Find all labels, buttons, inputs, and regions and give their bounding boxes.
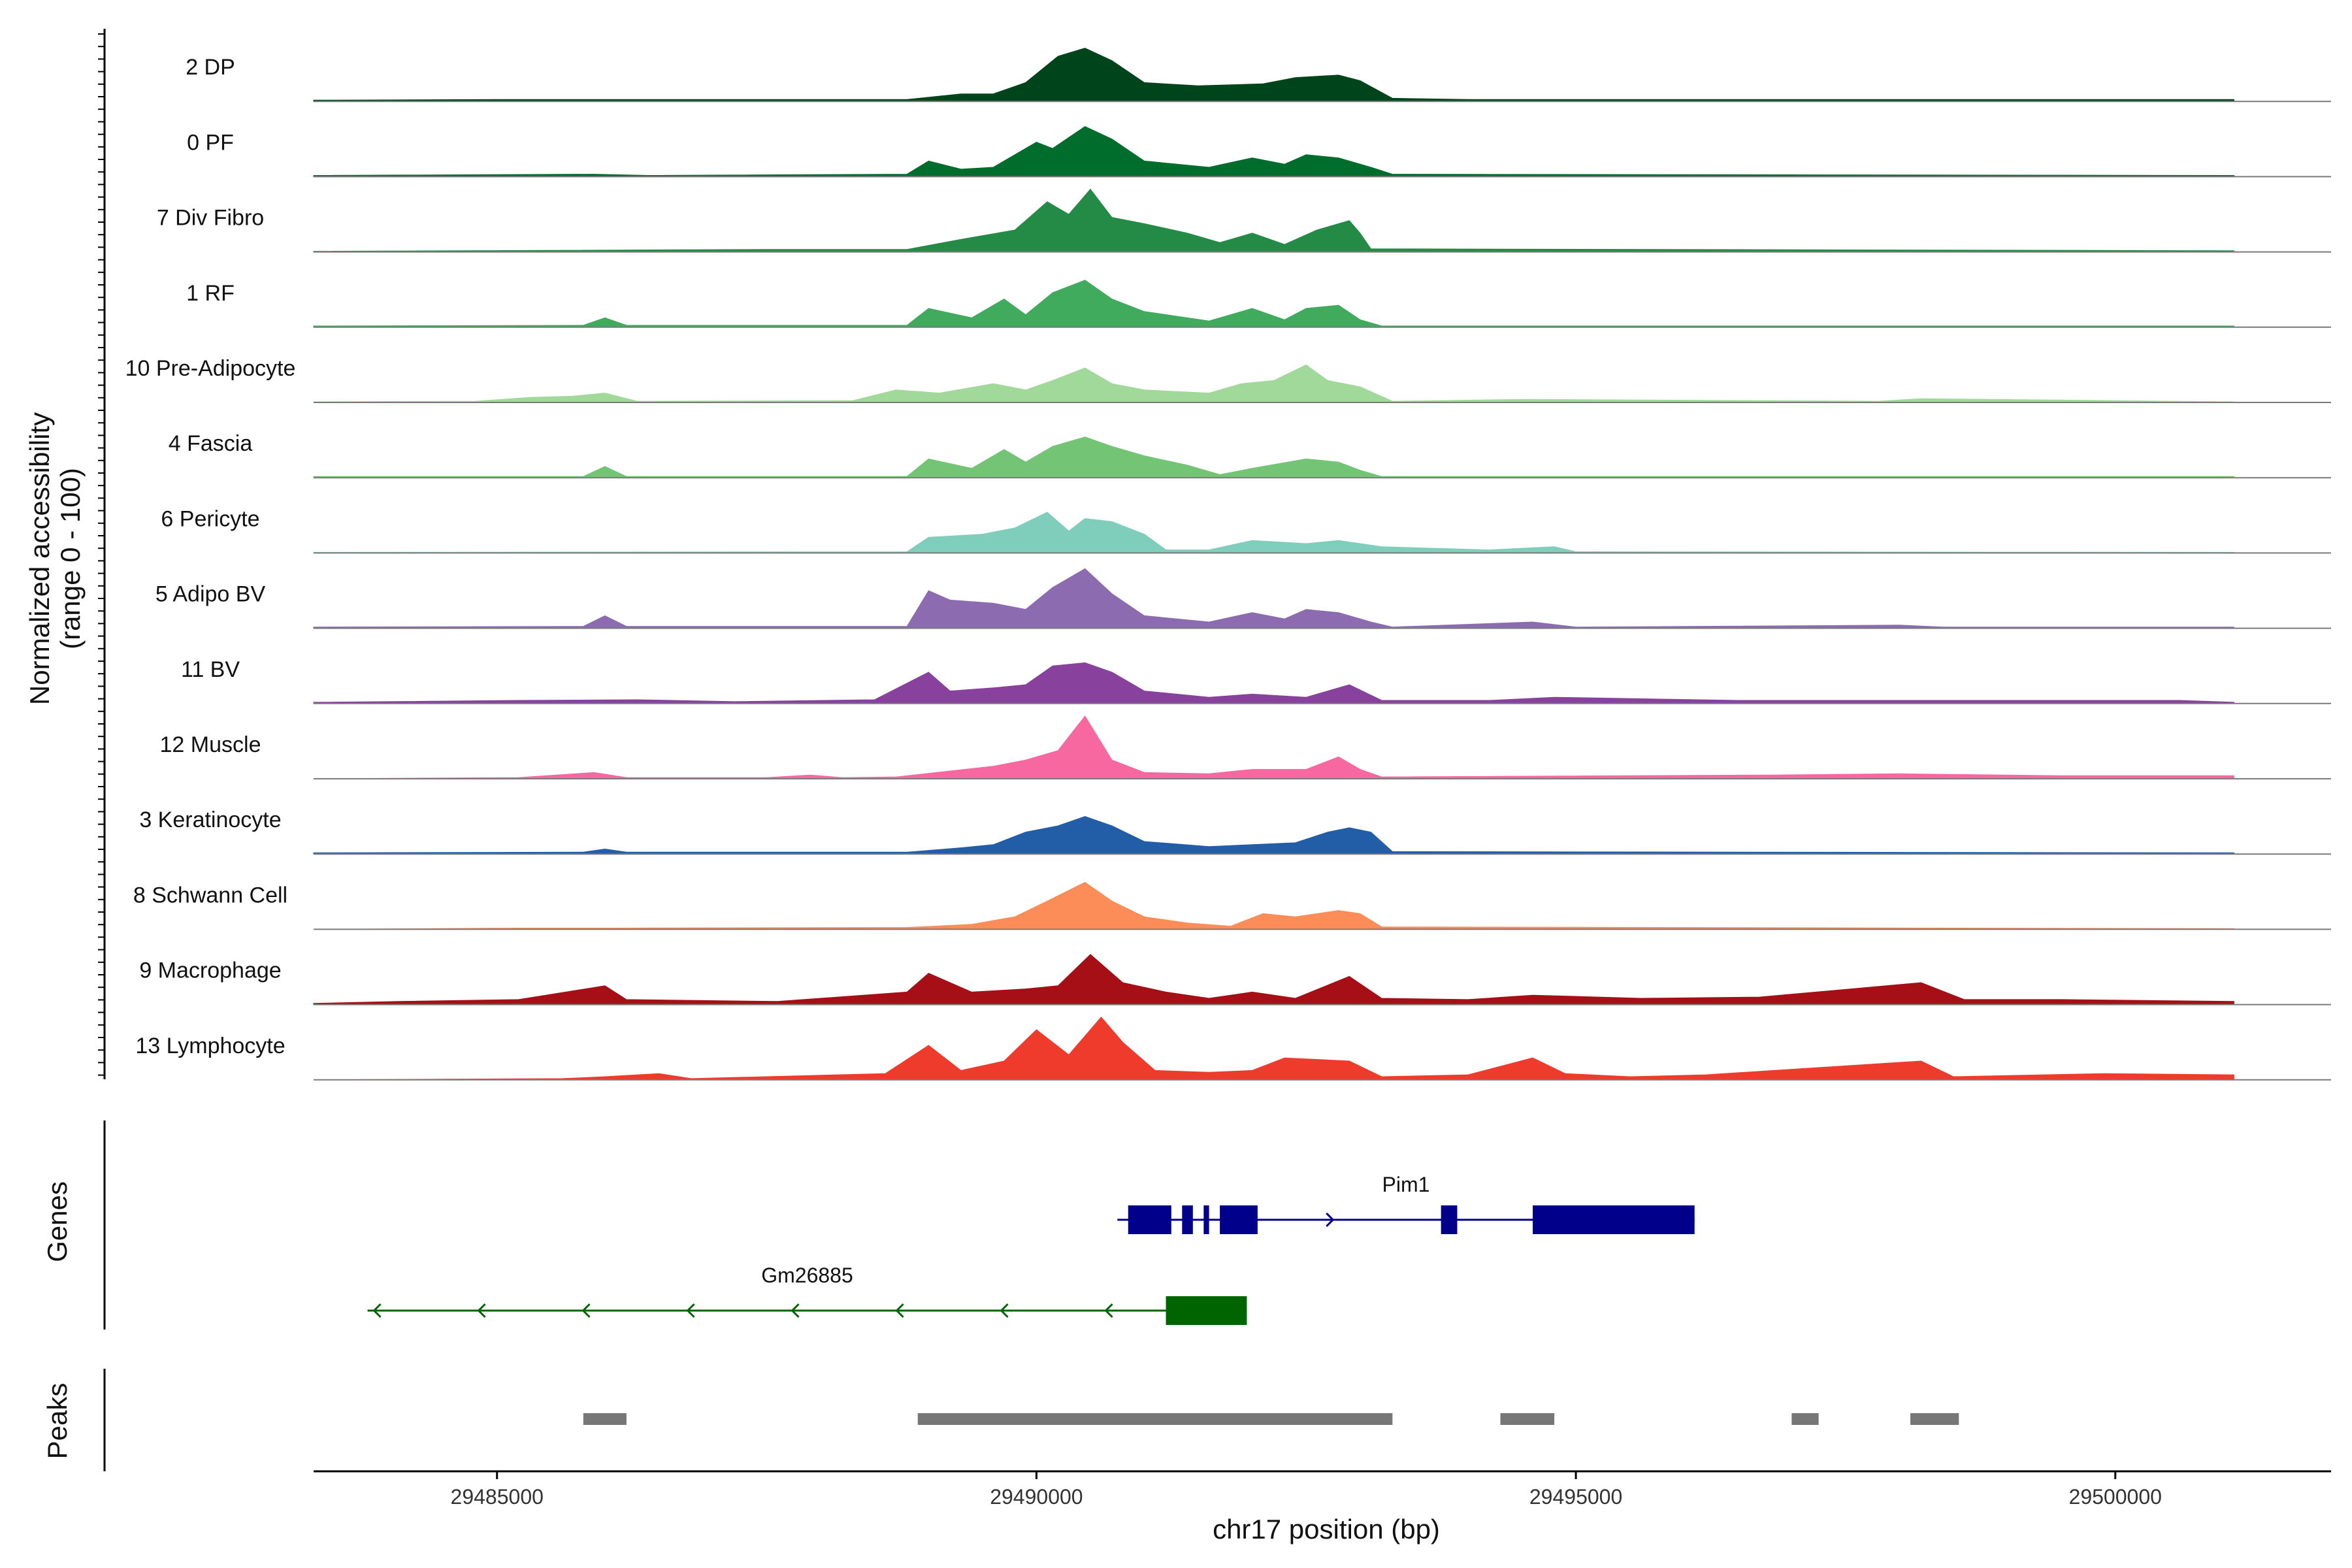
track-1: 0 PF bbox=[187, 126, 2331, 178]
exon bbox=[1128, 1205, 1171, 1234]
y-axis-ruler bbox=[98, 29, 106, 1079]
track-label: 8 Schwann Cell bbox=[133, 883, 287, 907]
coverage-area bbox=[313, 568, 2234, 629]
gene-Pim1: Pim1 bbox=[1117, 1173, 1695, 1234]
strand-arrow bbox=[791, 1303, 800, 1318]
x-tick-label: 29500000 bbox=[2069, 1485, 2162, 1509]
coverage-area bbox=[313, 881, 2234, 930]
strand-arrow bbox=[686, 1303, 695, 1318]
coverage-area bbox=[313, 662, 2234, 704]
track-label: 4 Fascia bbox=[169, 431, 253, 456]
exon bbox=[1182, 1205, 1193, 1234]
gene-label: Gm26885 bbox=[761, 1264, 853, 1287]
strand-arrow bbox=[477, 1303, 486, 1318]
x-axis-title: chr17 position (bp) bbox=[1213, 1514, 1440, 1544]
track-label: 9 Macrophage bbox=[139, 958, 281, 983]
exon bbox=[1441, 1205, 1458, 1234]
coverage-area bbox=[313, 436, 2234, 478]
track-label: 5 Adipo BV bbox=[155, 582, 266, 607]
track-label: 12 Muscle bbox=[160, 732, 261, 757]
track-label: 6 Pericyte bbox=[161, 506, 259, 531]
y-axis-title-line1: Normalized accessibility bbox=[24, 412, 55, 705]
track-12: 9 Macrophage bbox=[139, 954, 2331, 1005]
exon bbox=[1166, 1296, 1247, 1325]
track-7: 5 Adipo BV bbox=[155, 568, 2331, 629]
exon bbox=[1220, 1205, 1258, 1234]
track-label: 10 Pre-Adipocyte bbox=[125, 356, 296, 381]
exon bbox=[1203, 1205, 1209, 1234]
coverage-area bbox=[313, 512, 2234, 553]
coverage-tracks: 2 DP 0 PF 7 Div Fibro 1 RF 10 Pre-Adipocyte 4… bbox=[125, 48, 2331, 1081]
peaks-track bbox=[583, 1413, 1959, 1425]
strand-arrow bbox=[1000, 1303, 1009, 1318]
genes-track-title: Genes bbox=[42, 1181, 73, 1262]
coverage-area bbox=[313, 364, 2234, 403]
peak bbox=[583, 1413, 627, 1425]
track-13: 13 Lymphocyte bbox=[135, 1017, 2331, 1081]
coverage-area bbox=[313, 188, 2234, 253]
track-3: 1 RF bbox=[186, 280, 2331, 328]
peak bbox=[1791, 1413, 1819, 1425]
coverage-area bbox=[313, 126, 2234, 177]
track-label: 2 DP bbox=[186, 55, 235, 80]
gene-label: Pim1 bbox=[1382, 1173, 1430, 1196]
track-label: 7 Div Fibro bbox=[157, 206, 264, 231]
gene-Gm26885: Gm26885 bbox=[367, 1264, 1247, 1325]
track-label: 0 PF bbox=[187, 130, 234, 155]
coverage-area bbox=[313, 954, 2234, 1005]
peak bbox=[917, 1413, 1393, 1425]
coverage-area bbox=[313, 715, 2234, 779]
strand-arrow bbox=[372, 1303, 382, 1318]
track-2: 7 Div Fibro bbox=[157, 188, 2331, 253]
track-label: 3 Keratinocyte bbox=[139, 808, 281, 832]
peaks-track-title: Peaks bbox=[42, 1383, 73, 1460]
strand-arrow bbox=[581, 1303, 591, 1318]
coverage-area bbox=[313, 280, 2234, 328]
track-6: 6 Pericyte bbox=[161, 506, 2331, 554]
strand-arrow bbox=[895, 1303, 904, 1318]
x-tick-label: 29490000 bbox=[990, 1485, 1083, 1509]
coverage-area bbox=[313, 48, 2234, 102]
track-9: 12 Muscle bbox=[160, 715, 2331, 779]
track-11: 8 Schwann Cell bbox=[133, 881, 2331, 930]
track-label: 13 Lymphocyte bbox=[135, 1034, 285, 1058]
peak bbox=[1910, 1413, 1959, 1425]
genes-track: Pim1 Gm26885 bbox=[367, 1173, 1695, 1325]
coverage-area bbox=[313, 816, 2234, 855]
track-5: 4 Fascia bbox=[169, 431, 2331, 479]
x-axis-ticks: 29485000 29490000 29495000 29500000 bbox=[451, 1471, 2162, 1509]
x-tick-label: 29495000 bbox=[1529, 1485, 1622, 1509]
track-4: 10 Pre-Adipocyte bbox=[125, 356, 2331, 403]
exon bbox=[1533, 1205, 1695, 1234]
track-0: 2 DP bbox=[186, 48, 2331, 103]
peak bbox=[1500, 1413, 1555, 1425]
coverage-area bbox=[313, 1017, 2234, 1081]
track-8: 11 BV bbox=[181, 657, 2331, 704]
y-axis-title-line2: (range 0 - 100) bbox=[55, 468, 86, 649]
track-label: 1 RF bbox=[186, 281, 235, 306]
strand-arrow bbox=[1104, 1303, 1113, 1318]
x-tick-label: 29485000 bbox=[451, 1485, 544, 1509]
track-10: 3 Keratinocyte bbox=[139, 808, 2331, 855]
strand-arrow bbox=[1326, 1212, 1335, 1228]
track-label: 11 BV bbox=[181, 657, 240, 682]
